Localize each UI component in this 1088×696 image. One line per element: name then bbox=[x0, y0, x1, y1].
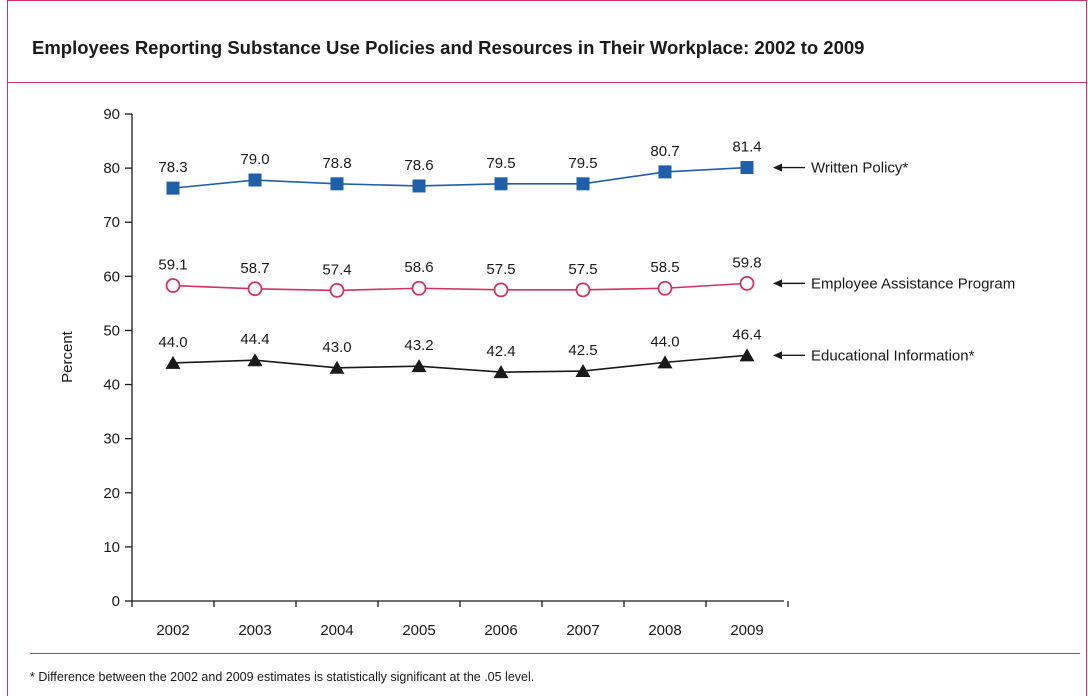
data-label: 58.7 bbox=[240, 260, 269, 277]
data-label: 42.5 bbox=[568, 342, 597, 359]
x-tick-label: 2002 bbox=[156, 622, 189, 639]
data-point bbox=[249, 282, 262, 295]
series-2 bbox=[167, 277, 754, 297]
y-tick-label: 20 bbox=[103, 485, 120, 502]
chart-labels: 78.3 79.0 78.8 78.6 79.5 79.5 80.7 81.4 Written … bbox=[158, 139, 1015, 365]
x-tick-label: 2003 bbox=[238, 622, 271, 639]
y-tick-label: 60 bbox=[103, 268, 120, 285]
data-label: 58.6 bbox=[404, 259, 433, 276]
data-point bbox=[659, 282, 672, 295]
legend-entry: Written Policy* bbox=[811, 160, 908, 177]
data-label: 79.5 bbox=[568, 155, 597, 172]
data-point bbox=[741, 161, 754, 174]
data-label: 44.4 bbox=[240, 331, 269, 348]
data-point bbox=[167, 279, 180, 292]
data-label: 58.5 bbox=[650, 259, 679, 276]
footnote: * Difference between the 2002 and 2009 e… bbox=[30, 670, 534, 684]
data-label: 44.0 bbox=[158, 334, 187, 351]
x-tick-label: 2008 bbox=[648, 622, 681, 639]
data-point bbox=[740, 348, 755, 361]
legend-entry: Educational Information* bbox=[811, 347, 975, 364]
data-point bbox=[495, 177, 508, 190]
data-label: 78.6 bbox=[404, 157, 433, 174]
y-tick-label: 70 bbox=[103, 214, 120, 231]
data-point bbox=[495, 283, 508, 296]
data-point bbox=[331, 284, 344, 297]
data-label: 46.4 bbox=[732, 326, 761, 343]
y-tick-label: 90 bbox=[103, 106, 120, 123]
y-tick-label: 30 bbox=[103, 431, 120, 448]
y-tick-label: 10 bbox=[103, 539, 120, 556]
data-label: 57.5 bbox=[486, 261, 515, 278]
data-label: 59.1 bbox=[158, 257, 187, 274]
x-tick-label: 2006 bbox=[484, 622, 517, 639]
data-point bbox=[659, 165, 672, 178]
y-tick-label: 80 bbox=[103, 160, 120, 177]
data-label: 44.0 bbox=[650, 333, 679, 350]
legend-arrowhead bbox=[773, 164, 782, 172]
y-tick-label: 50 bbox=[103, 322, 120, 339]
legend-arrowhead bbox=[773, 351, 782, 359]
x-tick-label: 2007 bbox=[566, 622, 599, 639]
data-label: 43.2 bbox=[404, 337, 433, 354]
data-label: 57.4 bbox=[322, 261, 351, 278]
data-label: 79.5 bbox=[486, 155, 515, 172]
data-label: 43.0 bbox=[322, 339, 351, 356]
y-tick-label: 0 bbox=[112, 593, 120, 610]
data-point bbox=[413, 179, 426, 192]
data-label: 42.4 bbox=[486, 343, 515, 360]
x-tick-label: 2005 bbox=[402, 622, 435, 639]
data-point bbox=[331, 177, 344, 190]
data-label: 79.0 bbox=[240, 151, 269, 168]
data-label: 81.4 bbox=[732, 139, 761, 156]
legend-arrowhead bbox=[773, 279, 782, 287]
data-point bbox=[167, 182, 180, 195]
data-point bbox=[577, 177, 590, 190]
data-point bbox=[249, 174, 262, 187]
y-axis-label: Percent bbox=[59, 330, 76, 383]
data-label: 78.8 bbox=[322, 155, 351, 172]
legend-entry: Employee Assistance Program bbox=[811, 275, 1015, 292]
data-point bbox=[741, 277, 754, 290]
data-label: 80.7 bbox=[650, 143, 679, 160]
data-point bbox=[577, 283, 590, 296]
data-label: 78.3 bbox=[158, 159, 187, 176]
series-3 bbox=[166, 348, 755, 378]
x-tick-label: 2004 bbox=[320, 622, 353, 639]
footnote-divider bbox=[30, 653, 1080, 654]
y-tick-label: 40 bbox=[103, 377, 120, 394]
data-label: 57.5 bbox=[568, 261, 597, 278]
data-point bbox=[413, 282, 426, 295]
x-tick-label: 2009 bbox=[730, 622, 763, 639]
data-label: 59.8 bbox=[732, 254, 761, 271]
